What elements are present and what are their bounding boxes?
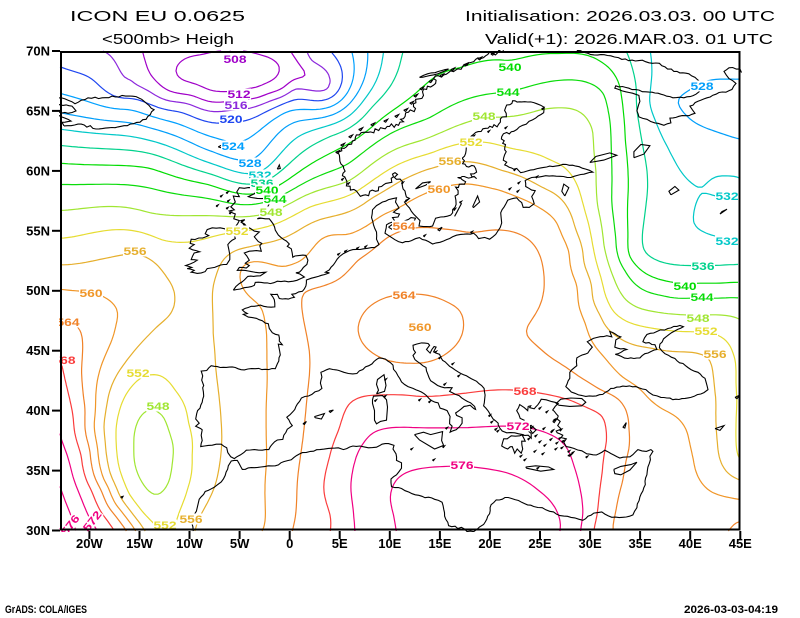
svg-text:ICON EU 0.0625: ICON EU 0.0625 xyxy=(70,8,245,25)
svg-text:552: 552 xyxy=(127,368,150,380)
svg-text:40E: 40E xyxy=(679,536,702,551)
svg-text:512: 512 xyxy=(228,89,251,101)
svg-text:35E: 35E xyxy=(629,536,652,551)
svg-text:0: 0 xyxy=(286,536,293,551)
svg-text:15E: 15E xyxy=(428,536,451,551)
svg-text:560: 560 xyxy=(428,184,451,196)
svg-text:60N: 60N xyxy=(26,163,50,178)
svg-text:10W: 10W xyxy=(176,536,203,551)
svg-text:568: 568 xyxy=(514,386,537,398)
svg-text:544: 544 xyxy=(691,292,715,304)
svg-text:508: 508 xyxy=(224,54,247,66)
svg-text:45E: 45E xyxy=(729,536,752,551)
svg-text:5E: 5E xyxy=(332,536,348,551)
svg-text:55N: 55N xyxy=(26,223,50,238)
svg-text:65N: 65N xyxy=(26,103,50,118)
svg-text:520: 520 xyxy=(220,114,243,126)
svg-text:GrADS: COLA/IGES: GrADS: COLA/IGES xyxy=(5,604,87,616)
svg-text:552: 552 xyxy=(226,226,249,238)
svg-text:70N: 70N xyxy=(26,44,50,59)
svg-text:15W: 15W xyxy=(126,536,153,551)
svg-text:524: 524 xyxy=(222,141,246,153)
svg-text:Initialisation: 2026.03.03. 00: Initialisation: 2026.03.03. 00 UTC xyxy=(465,8,775,25)
svg-text:556: 556 xyxy=(180,514,203,526)
svg-text:544: 544 xyxy=(497,87,521,99)
svg-text:540: 540 xyxy=(674,281,697,293)
svg-text:536: 536 xyxy=(692,261,715,273)
svg-text:5W: 5W xyxy=(230,536,250,551)
svg-text:560: 560 xyxy=(80,288,103,300)
svg-text:2026-03-03-04:19: 2026-03-03-04:19 xyxy=(684,604,778,616)
svg-text:40N: 40N xyxy=(26,403,50,418)
svg-text:552: 552 xyxy=(460,137,483,149)
svg-text:45N: 45N xyxy=(26,343,50,358)
svg-text:532: 532 xyxy=(716,191,739,203)
svg-text:544: 544 xyxy=(264,194,288,206)
svg-text:552: 552 xyxy=(695,326,718,338)
svg-text:10E: 10E xyxy=(378,536,401,551)
svg-text:564: 564 xyxy=(393,290,417,302)
svg-text:556: 556 xyxy=(439,156,462,168)
svg-text:556: 556 xyxy=(704,349,727,361)
svg-text:576: 576 xyxy=(451,460,474,472)
svg-text:572: 572 xyxy=(507,421,530,433)
svg-text:30E: 30E xyxy=(579,536,602,551)
svg-text:528: 528 xyxy=(239,158,262,170)
svg-text:564: 564 xyxy=(57,317,81,329)
svg-text:35N: 35N xyxy=(26,463,50,478)
svg-text:Valid(+1): 2026.MAR.03. 01 UTC: Valid(+1): 2026.MAR.03. 01 UTC xyxy=(485,31,773,48)
svg-text:556: 556 xyxy=(124,246,147,258)
svg-text:528: 528 xyxy=(691,81,714,93)
svg-text:20W: 20W xyxy=(76,536,103,551)
svg-text:548: 548 xyxy=(260,207,283,219)
svg-text:548: 548 xyxy=(147,401,170,413)
svg-text:532: 532 xyxy=(716,236,739,248)
svg-text:548: 548 xyxy=(687,313,710,325)
svg-text:564: 564 xyxy=(393,221,417,233)
svg-text:540: 540 xyxy=(499,62,522,74)
svg-text:560: 560 xyxy=(409,322,432,334)
svg-text:50N: 50N xyxy=(26,283,50,298)
svg-text:516: 516 xyxy=(225,100,248,112)
svg-text:<500mb> Heigh: <500mb> Heigh xyxy=(102,31,234,48)
svg-text:548: 548 xyxy=(473,111,496,123)
svg-text:30N: 30N xyxy=(26,523,50,538)
svg-text:20E: 20E xyxy=(478,536,501,551)
svg-text:25E: 25E xyxy=(528,536,551,551)
